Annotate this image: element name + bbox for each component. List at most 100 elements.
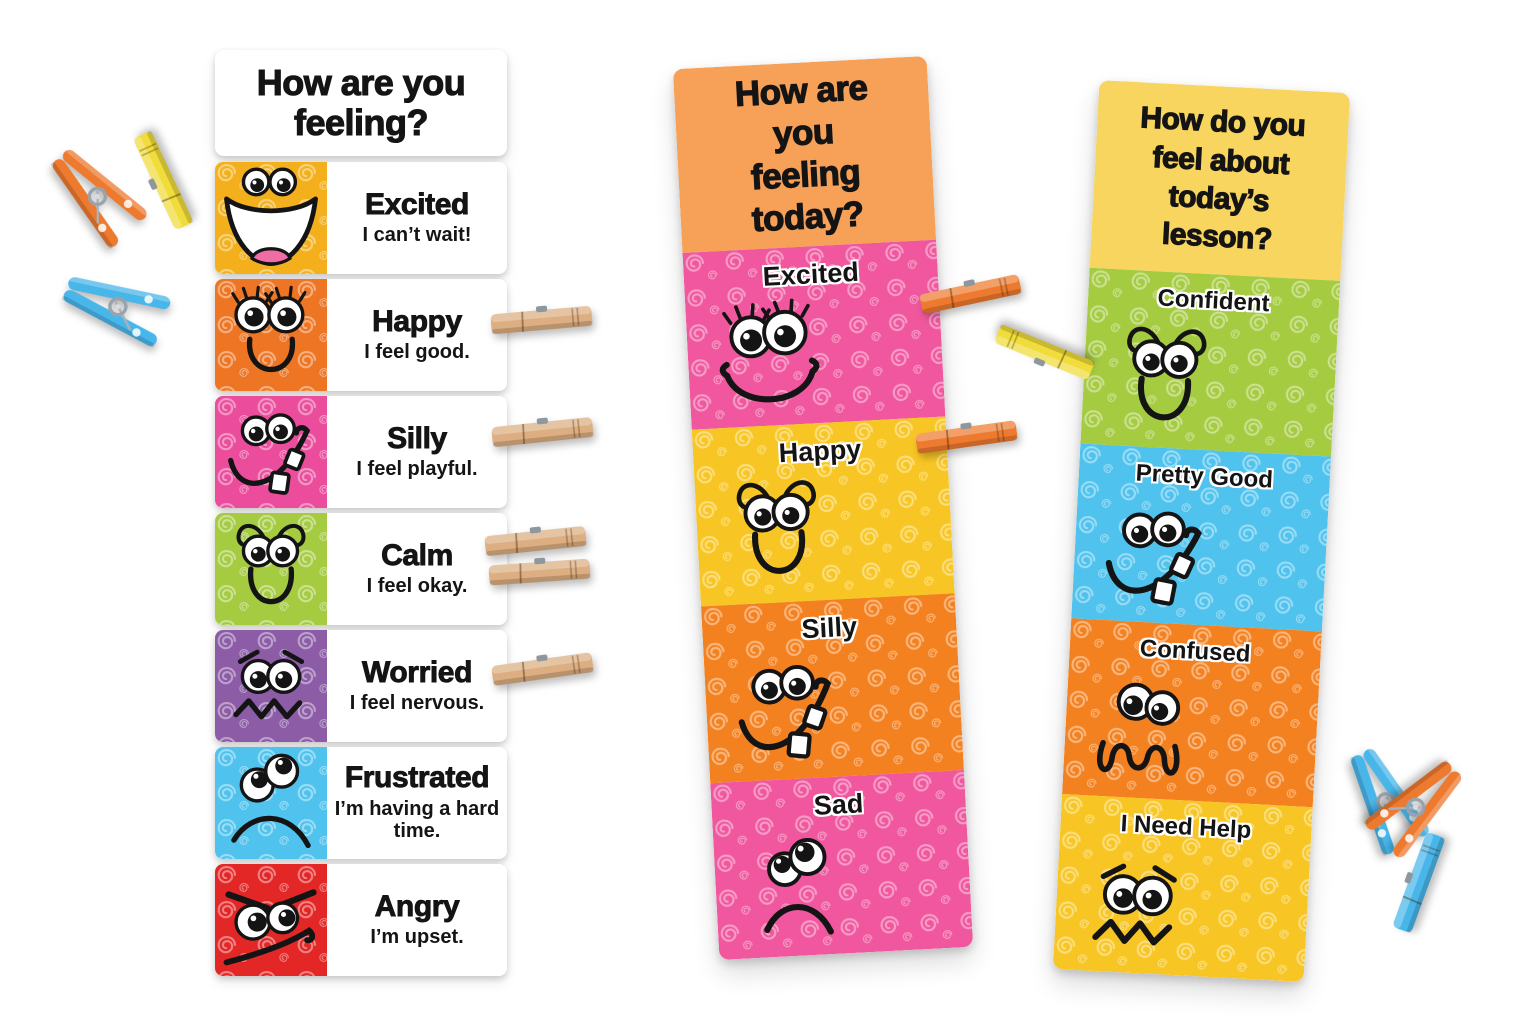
section-excited[interactable]: Excited [682, 239, 946, 430]
calm-curly-brows-face-icon [1127, 326, 1207, 421]
swirl-texture [710, 769, 974, 961]
clothespin-top-view [484, 526, 587, 557]
worried-zigzag-face-icon [1092, 863, 1177, 945]
feeling-description: I feel okay. [366, 575, 468, 598]
face-tile-angry [215, 864, 327, 976]
middle-poster-sections: Excited Happy Silly Sad [682, 239, 974, 961]
feeling-card: Frustrated I’m having a hard time. [327, 747, 507, 859]
section-face [703, 637, 963, 777]
clothespin-yellow[interactable] [125, 125, 201, 235]
clothespin-top-view [491, 417, 594, 448]
feeling-label: Angry [374, 889, 460, 923]
clothespin-top-view [1393, 832, 1445, 933]
feeling-description: I’m upset. [370, 926, 464, 949]
sad-frown-face-icon [764, 837, 834, 935]
swirl-texture [215, 513, 327, 625]
section-face [685, 284, 945, 424]
clothespin-orange[interactable] [1350, 739, 1484, 873]
clothespin-side-view [51, 148, 149, 249]
feeling-card: Excited I can’t wait! [327, 162, 507, 274]
feeling-card: Happy I feel good. [327, 279, 507, 391]
left-chart-title: How are you feeling? [256, 61, 466, 144]
right-poster-title: How do you feel about today’s lesson? [1139, 101, 1307, 257]
clothespin-yellow[interactable] [988, 316, 1099, 387]
clothespin-side-view [1364, 760, 1463, 859]
calm-curly-brows-face-icon [236, 523, 306, 605]
feeling-description: I can’t wait! [362, 224, 472, 247]
feeling-card: Worried I feel nervous. [327, 630, 507, 742]
section-face [1062, 662, 1319, 800]
clothespin-top-view [488, 557, 591, 586]
clothespin-top-view [490, 305, 593, 335]
feeling-card: Angry I’m upset. [327, 864, 507, 976]
silly-teeth-face-icon [738, 664, 832, 759]
face-tile-frustrated [215, 747, 327, 859]
clothespin-top-view [915, 420, 1018, 454]
clothespin-wood[interactable] [489, 410, 598, 455]
clothespin-wood[interactable] [486, 551, 594, 592]
clothespin-blue[interactable] [1385, 826, 1453, 937]
feeling-label: Calm [381, 538, 454, 572]
section-face [1072, 487, 1329, 625]
section-face [1081, 312, 1338, 450]
section-face [713, 814, 973, 954]
face-tile-calm [215, 513, 327, 625]
feeling-row-angry[interactable]: Angry I’m upset. [215, 864, 507, 976]
feeling-row-worried[interactable]: Worried I feel nervous. [215, 630, 507, 742]
clothespin-top-view [491, 652, 594, 686]
clothespin-blue[interactable] [48, 252, 184, 360]
middle-feelings-poster: How are you feeling today? Excited Happy S… [672, 55, 974, 961]
section-pretty-good[interactable]: Pretty Good [1071, 443, 1332, 632]
section-sad[interactable]: Sad [710, 769, 974, 961]
worried-zigzag-face-icon [233, 649, 305, 720]
left-feelings-chart: How are you feeling? Excited I can’t wait… [215, 50, 507, 981]
excited-open-smile-face-icon [224, 167, 318, 266]
section-confident[interactable]: Confident [1080, 267, 1341, 457]
section-happy[interactable]: Happy [691, 416, 955, 607]
section-confused[interactable]: Confused [1062, 618, 1322, 807]
feeling-card: Calm I feel okay. [327, 513, 507, 625]
feeling-description: I feel good. [364, 341, 470, 364]
clothespin-orange[interactable] [29, 127, 162, 262]
face-tile-excited [215, 162, 327, 274]
face-tile-worried [215, 630, 327, 742]
feeling-row-frustrated[interactable]: Frustrated I’m having a hard time. [215, 747, 507, 859]
excited-lashes-smile-face-icon [719, 298, 820, 403]
clothespin-top-view [919, 274, 1022, 314]
feeling-description: I feel playful. [356, 458, 478, 481]
clothespin-top-view [134, 131, 193, 230]
feeling-label: Silly [387, 421, 448, 455]
clothespin-orange[interactable] [912, 413, 1022, 461]
confused-squiggle-face-icon [1096, 682, 1181, 776]
right-poster-sections: Confident Pretty Good Confused I Need Help [1052, 267, 1341, 982]
clothespin-wood[interactable] [482, 519, 591, 564]
clothespin-orange[interactable] [916, 266, 1027, 321]
feeling-description: I feel nervous. [349, 692, 485, 715]
left-chart-rows: Excited I can’t wait! Happy I feel good. Sil… [215, 162, 507, 976]
section-face [694, 460, 954, 600]
section-i-need-help[interactable]: I Need Help [1052, 793, 1313, 982]
section-face [1053, 838, 1310, 976]
feeling-row-excited[interactable]: Excited I can’t wait! [215, 162, 507, 274]
feeling-label: Worried [362, 655, 473, 689]
right-poster-header: How do you feel about today’s lesson? [1089, 80, 1351, 281]
feeling-row-happy[interactable]: Happy I feel good. [215, 279, 507, 391]
clothespin-wood[interactable] [488, 645, 598, 693]
clothespin-wood[interactable] [488, 298, 597, 341]
face-tile-happy [215, 279, 327, 391]
right-lesson-poster: How do you feel about today’s lesson? Co… [1052, 80, 1351, 982]
silly-teeth-face-icon [1105, 511, 1202, 606]
feeling-card: Silly I feel playful. [327, 396, 507, 508]
clothespin-top-view [995, 324, 1095, 380]
swirl-texture [1071, 443, 1332, 632]
feeling-row-calm[interactable]: Calm I feel okay. [215, 513, 507, 625]
face-tile-silly [215, 396, 327, 508]
feeling-description: I’m having a hard time. [334, 797, 500, 843]
frustrated-frown-face-icon [231, 753, 311, 849]
angry-scowl-face-icon [223, 889, 317, 966]
middle-poster-title: How are you feeling today? [733, 68, 869, 240]
calm-curly-brows-face-icon [736, 480, 816, 574]
section-silly[interactable]: Silly [700, 593, 964, 784]
feeling-row-silly[interactable]: Silly I feel playful. [215, 396, 507, 508]
